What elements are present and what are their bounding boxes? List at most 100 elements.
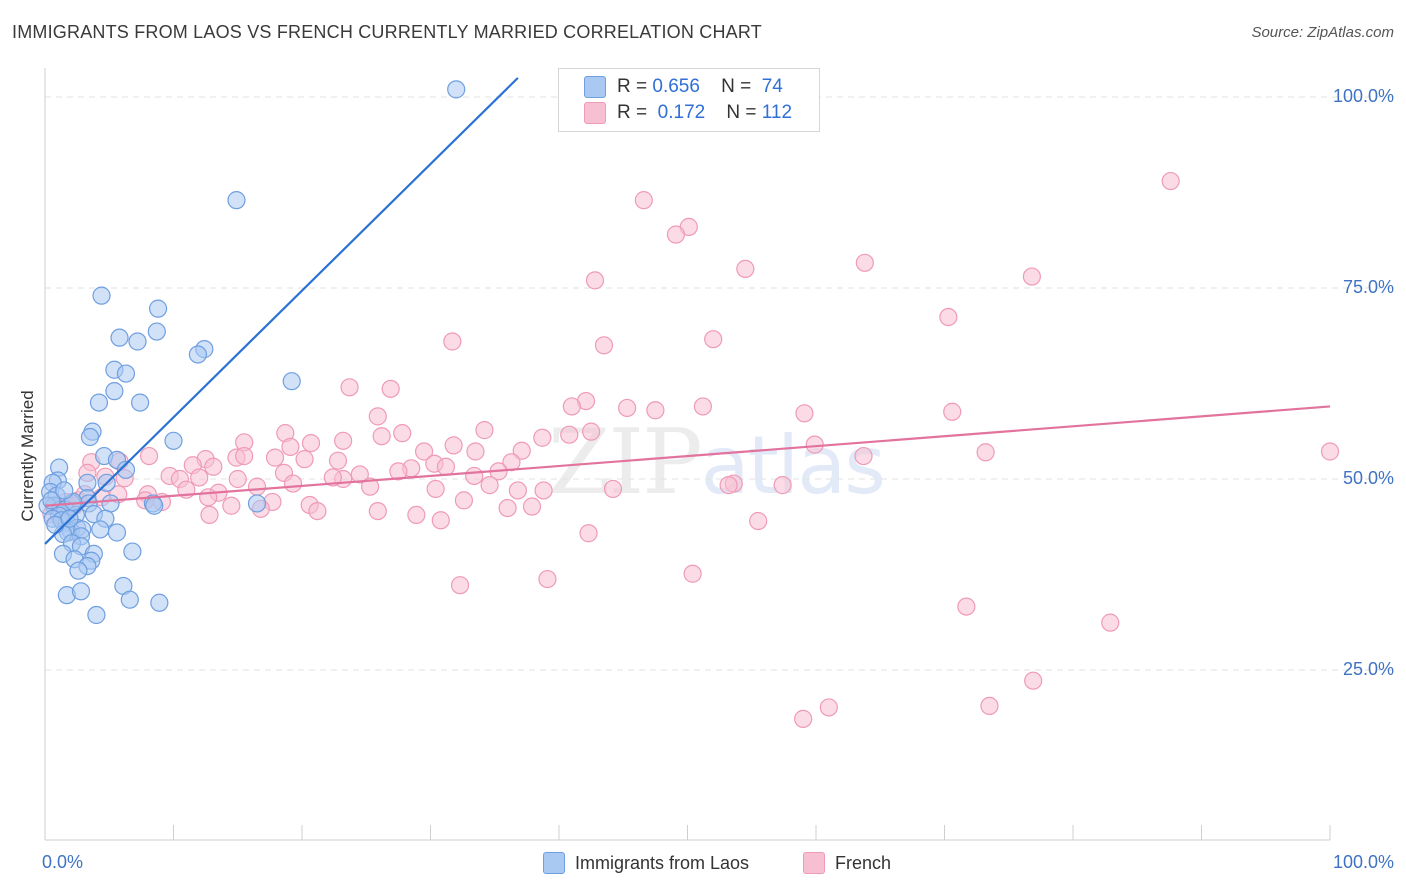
french-point — [533, 428, 552, 447]
laos-point — [145, 496, 164, 515]
french-point — [295, 450, 314, 469]
french-point — [819, 698, 838, 717]
french-r-label: R = — [617, 102, 648, 123]
french-point — [534, 481, 553, 500]
laos-point — [89, 393, 109, 412]
french-point — [603, 479, 623, 499]
french-point — [265, 448, 285, 467]
french-point — [498, 498, 517, 518]
laos-point — [147, 322, 166, 341]
french-point — [465, 466, 484, 486]
french-point — [1022, 267, 1041, 286]
french-point — [283, 474, 303, 493]
french-point — [749, 511, 768, 531]
laos-point — [107, 523, 127, 542]
legend-item-french[interactable]: French — [803, 852, 891, 874]
french-point — [350, 465, 369, 484]
legend-label-french: French — [835, 852, 892, 873]
laos-r-label: R = — [617, 76, 648, 97]
french-point — [854, 446, 873, 466]
french-point — [1101, 613, 1120, 632]
laos-point — [116, 364, 136, 383]
french-point — [235, 446, 254, 466]
y-tick-50: 50.0% — [1342, 468, 1394, 488]
french-point — [222, 496, 241, 515]
laos-n-value: 74 — [761, 76, 783, 97]
laos-point — [148, 299, 168, 318]
french-point — [414, 442, 434, 461]
french-point — [381, 379, 400, 398]
french-point — [281, 437, 300, 457]
french-point — [466, 442, 485, 461]
french-point — [704, 330, 723, 349]
laos-point — [447, 80, 466, 99]
french-point — [444, 436, 463, 455]
laos-point — [78, 473, 97, 492]
y-tick-25: 25.0% — [1342, 659, 1394, 679]
french-point — [693, 397, 713, 416]
laos-point — [150, 593, 169, 612]
french-point — [301, 433, 321, 453]
french-point — [939, 307, 958, 327]
watermark: ZIPatlas — [548, 410, 886, 515]
french-point — [618, 398, 637, 418]
french-point — [372, 427, 391, 446]
laos-point — [116, 460, 136, 479]
x-tick-0: 0.0% — [42, 852, 84, 872]
french-point — [204, 457, 223, 476]
french-point — [560, 425, 579, 444]
french-point — [308, 501, 327, 521]
laos-point — [110, 328, 129, 347]
french-point — [139, 446, 159, 466]
french-n-value: 112 — [761, 102, 793, 123]
laos-point — [92, 286, 111, 305]
source-label: Source: ZipAtlas.com — [1251, 24, 1394, 41]
french-point — [340, 378, 359, 397]
laos-point — [123, 542, 142, 561]
french-point — [522, 497, 542, 516]
french-point — [200, 505, 219, 525]
laos-r-value: 0.656 — [652, 76, 700, 97]
french-point — [328, 451, 348, 470]
laos-point — [69, 561, 88, 580]
legend-label-laos: Immigrants from Laos — [575, 852, 750, 873]
legend-item-laos[interactable]: Immigrants from Laos — [543, 852, 749, 874]
laos-swatch — [584, 76, 606, 98]
french-point — [361, 477, 380, 496]
french-point — [646, 401, 665, 420]
french-point — [190, 468, 209, 487]
french-point — [199, 488, 218, 507]
french-point — [976, 443, 995, 462]
french-point — [443, 332, 462, 351]
french-point — [957, 597, 976, 616]
laos-point — [282, 372, 301, 391]
french-point — [585, 271, 605, 290]
french-point — [1161, 171, 1180, 191]
french-point — [480, 476, 499, 495]
french-point — [562, 397, 581, 416]
laos-trend-line — [44, 77, 519, 545]
legend-swatch-french — [803, 852, 825, 874]
french-point — [508, 481, 527, 500]
french-point — [634, 191, 653, 210]
french-point — [247, 477, 267, 496]
french-r-value: 0.172 — [657, 102, 706, 123]
laos-point — [55, 481, 74, 500]
y-axis-label: Currently Married — [18, 390, 37, 522]
french-point — [582, 422, 601, 441]
french-point — [512, 441, 531, 460]
french-point — [773, 476, 792, 495]
french-point — [450, 576, 470, 595]
french-trend-line — [44, 405, 1331, 507]
laos-point — [80, 427, 100, 447]
french-point — [795, 404, 814, 423]
french-point — [855, 253, 874, 272]
laos-point — [247, 494, 267, 513]
laos-point — [120, 590, 139, 609]
french-point — [475, 421, 494, 440]
stats-legend: R = 0.656 N = 74 R = 0.172 N = 112 — [558, 68, 820, 132]
french-point — [368, 407, 387, 426]
french-point — [980, 696, 999, 716]
french-point — [579, 524, 598, 543]
laos-point — [71, 582, 91, 601]
